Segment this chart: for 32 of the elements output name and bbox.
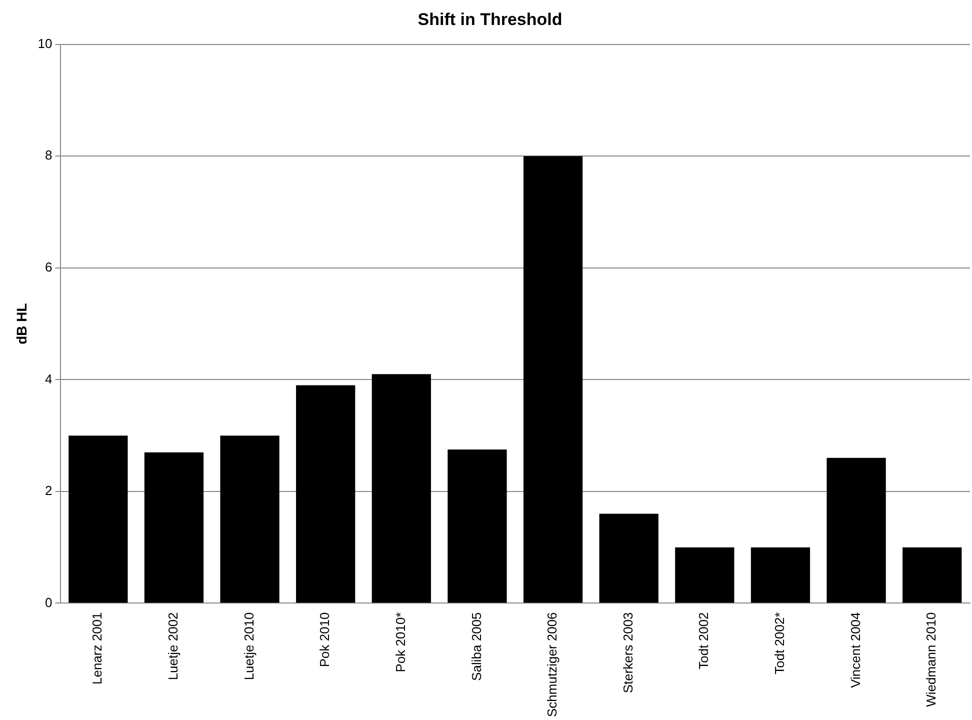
x-tick-label: Pok 2010 [317,612,332,668]
bar [675,547,734,603]
y-axis-title: dB HL [13,302,30,344]
chart-title: Shift in Threshold [418,10,562,29]
bar [826,458,886,603]
bar [902,547,962,603]
x-tick-label: Wiedmann 2010 [924,612,939,707]
x-tick-label: Lenarz 2001 [90,612,105,684]
x-tick-label: Sterkers 2003 [620,612,636,694]
bar [750,547,810,603]
y-tick-label: 10 [38,36,52,51]
x-tick-label: Luetje 2010 [241,612,256,680]
bar [144,452,204,603]
bar [68,436,128,603]
x-tick-label: Todt 2002* [772,612,788,674]
bar [220,436,280,603]
y-tick-label: 4 [45,371,52,386]
x-tick-label: Luetje 2002 [166,612,181,680]
y-tick-label: 6 [45,260,52,275]
bar [372,374,431,603]
x-tick-label: Todt 2002 [696,612,712,670]
y-tick-label: 8 [45,148,52,163]
y-tick-label: 0 [45,594,52,610]
bar [523,156,583,603]
bar [448,450,507,603]
x-tick-label: Pok 2010* [392,612,408,672]
bar [296,385,356,603]
y-tick-label: 2 [45,483,52,498]
x-tick-label: Vincent 2004 [848,612,863,688]
x-tick-label: Schmutziger 2006 [544,612,560,717]
bar [599,514,658,603]
x-tick-label: Saliba 2005 [468,612,484,681]
